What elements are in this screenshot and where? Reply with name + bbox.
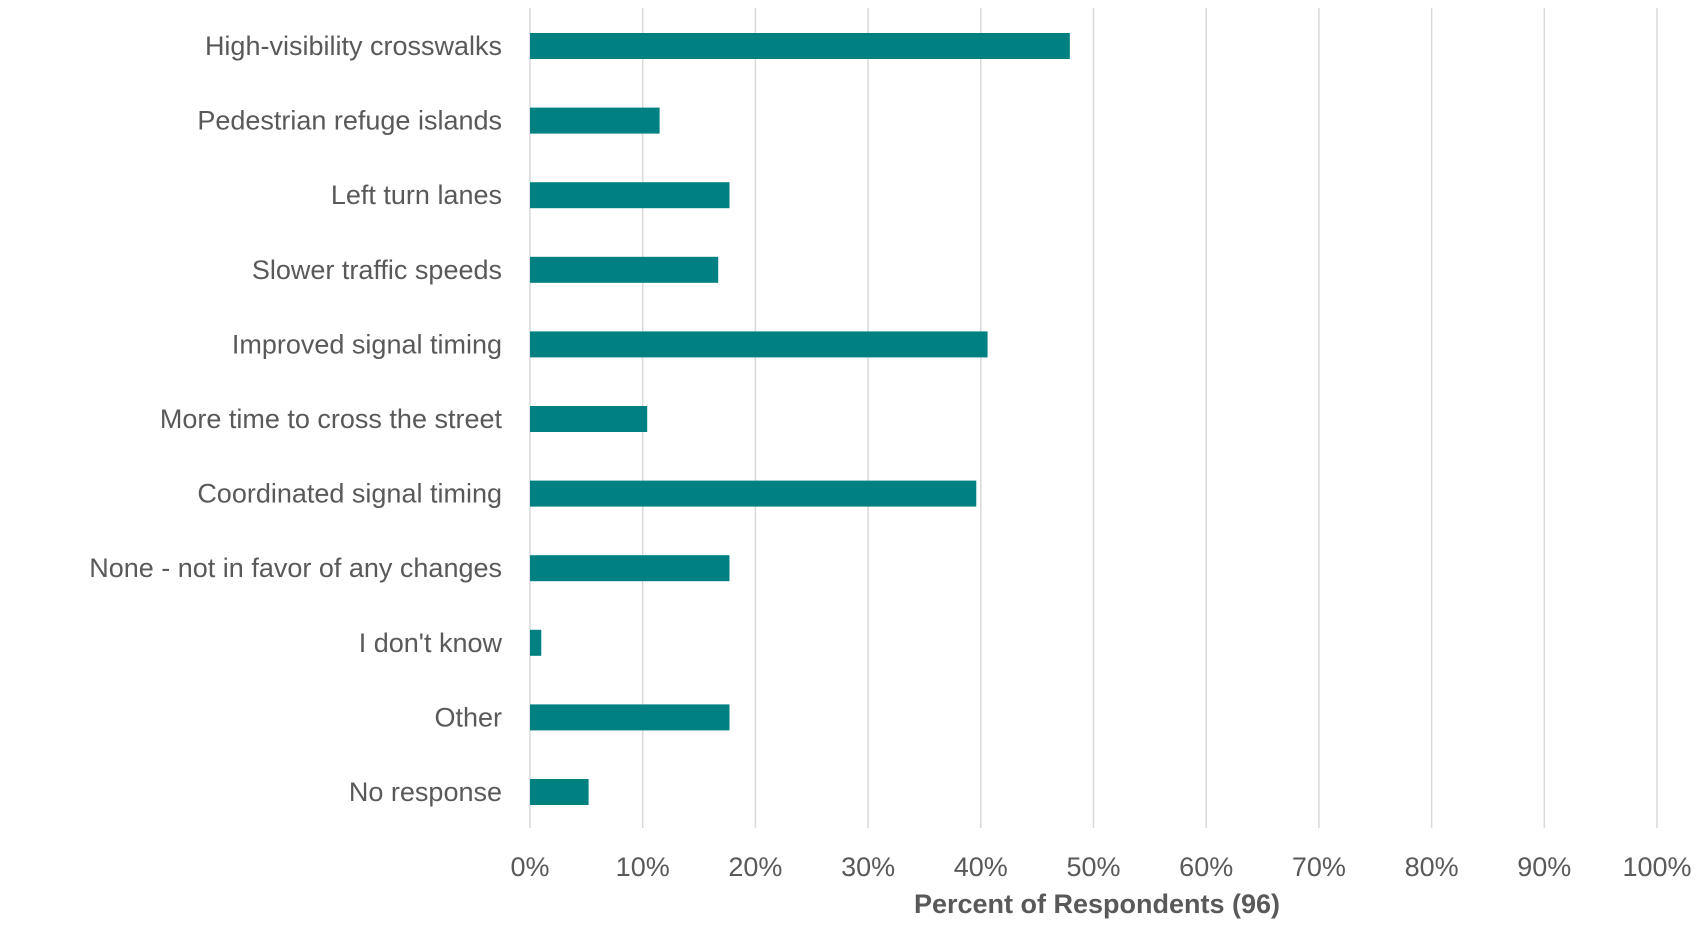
category-label: I don't know [359, 628, 503, 658]
category-label: Slower traffic speeds [252, 255, 502, 285]
x-axis-title: Percent of Respondents (96) [914, 889, 1280, 919]
x-tick-label: 70% [1292, 852, 1346, 882]
category-label: Coordinated signal timing [197, 479, 502, 509]
x-tick-label: 50% [1066, 852, 1120, 882]
bar [530, 555, 730, 582]
bars [530, 33, 1070, 805]
bar [530, 779, 589, 805]
x-tick-label: 20% [728, 852, 782, 882]
bar [530, 629, 542, 656]
x-tick-label: 40% [954, 852, 1008, 882]
bar [530, 480, 977, 507]
category-label: Left turn lanes [331, 180, 502, 210]
x-tick-labels: 0% 10% 20% 30% 40% 50% 60% 70% 80% 90% 100% [510, 852, 1691, 882]
gridlines [529, 8, 1658, 828]
x-tick-label: 60% [1179, 852, 1233, 882]
x-tick-label: 0% [510, 852, 549, 882]
bar [530, 182, 730, 209]
bar [530, 33, 1070, 59]
x-tick-label: 80% [1405, 852, 1459, 882]
bar [530, 704, 730, 731]
category-label: High-visibility crosswalks [205, 31, 502, 61]
x-tick-label: 100% [1622, 852, 1691, 882]
category-label: Other [434, 702, 502, 732]
bar [530, 406, 648, 432]
bar [530, 107, 660, 134]
category-labels: High-visibility crosswalks Pedestrian ref… [89, 31, 502, 807]
x-tick-label: 30% [841, 852, 895, 882]
category-label: No response [349, 777, 502, 807]
category-label: Improved signal timing [232, 329, 502, 359]
category-label: None - not in favor of any changes [89, 553, 502, 583]
bar [530, 331, 988, 358]
category-label: More time to cross the street [160, 404, 503, 434]
x-tick-label: 90% [1517, 852, 1571, 882]
category-label: Pedestrian refuge islands [197, 106, 502, 136]
bar [530, 256, 719, 283]
x-tick-label: 10% [616, 852, 670, 882]
